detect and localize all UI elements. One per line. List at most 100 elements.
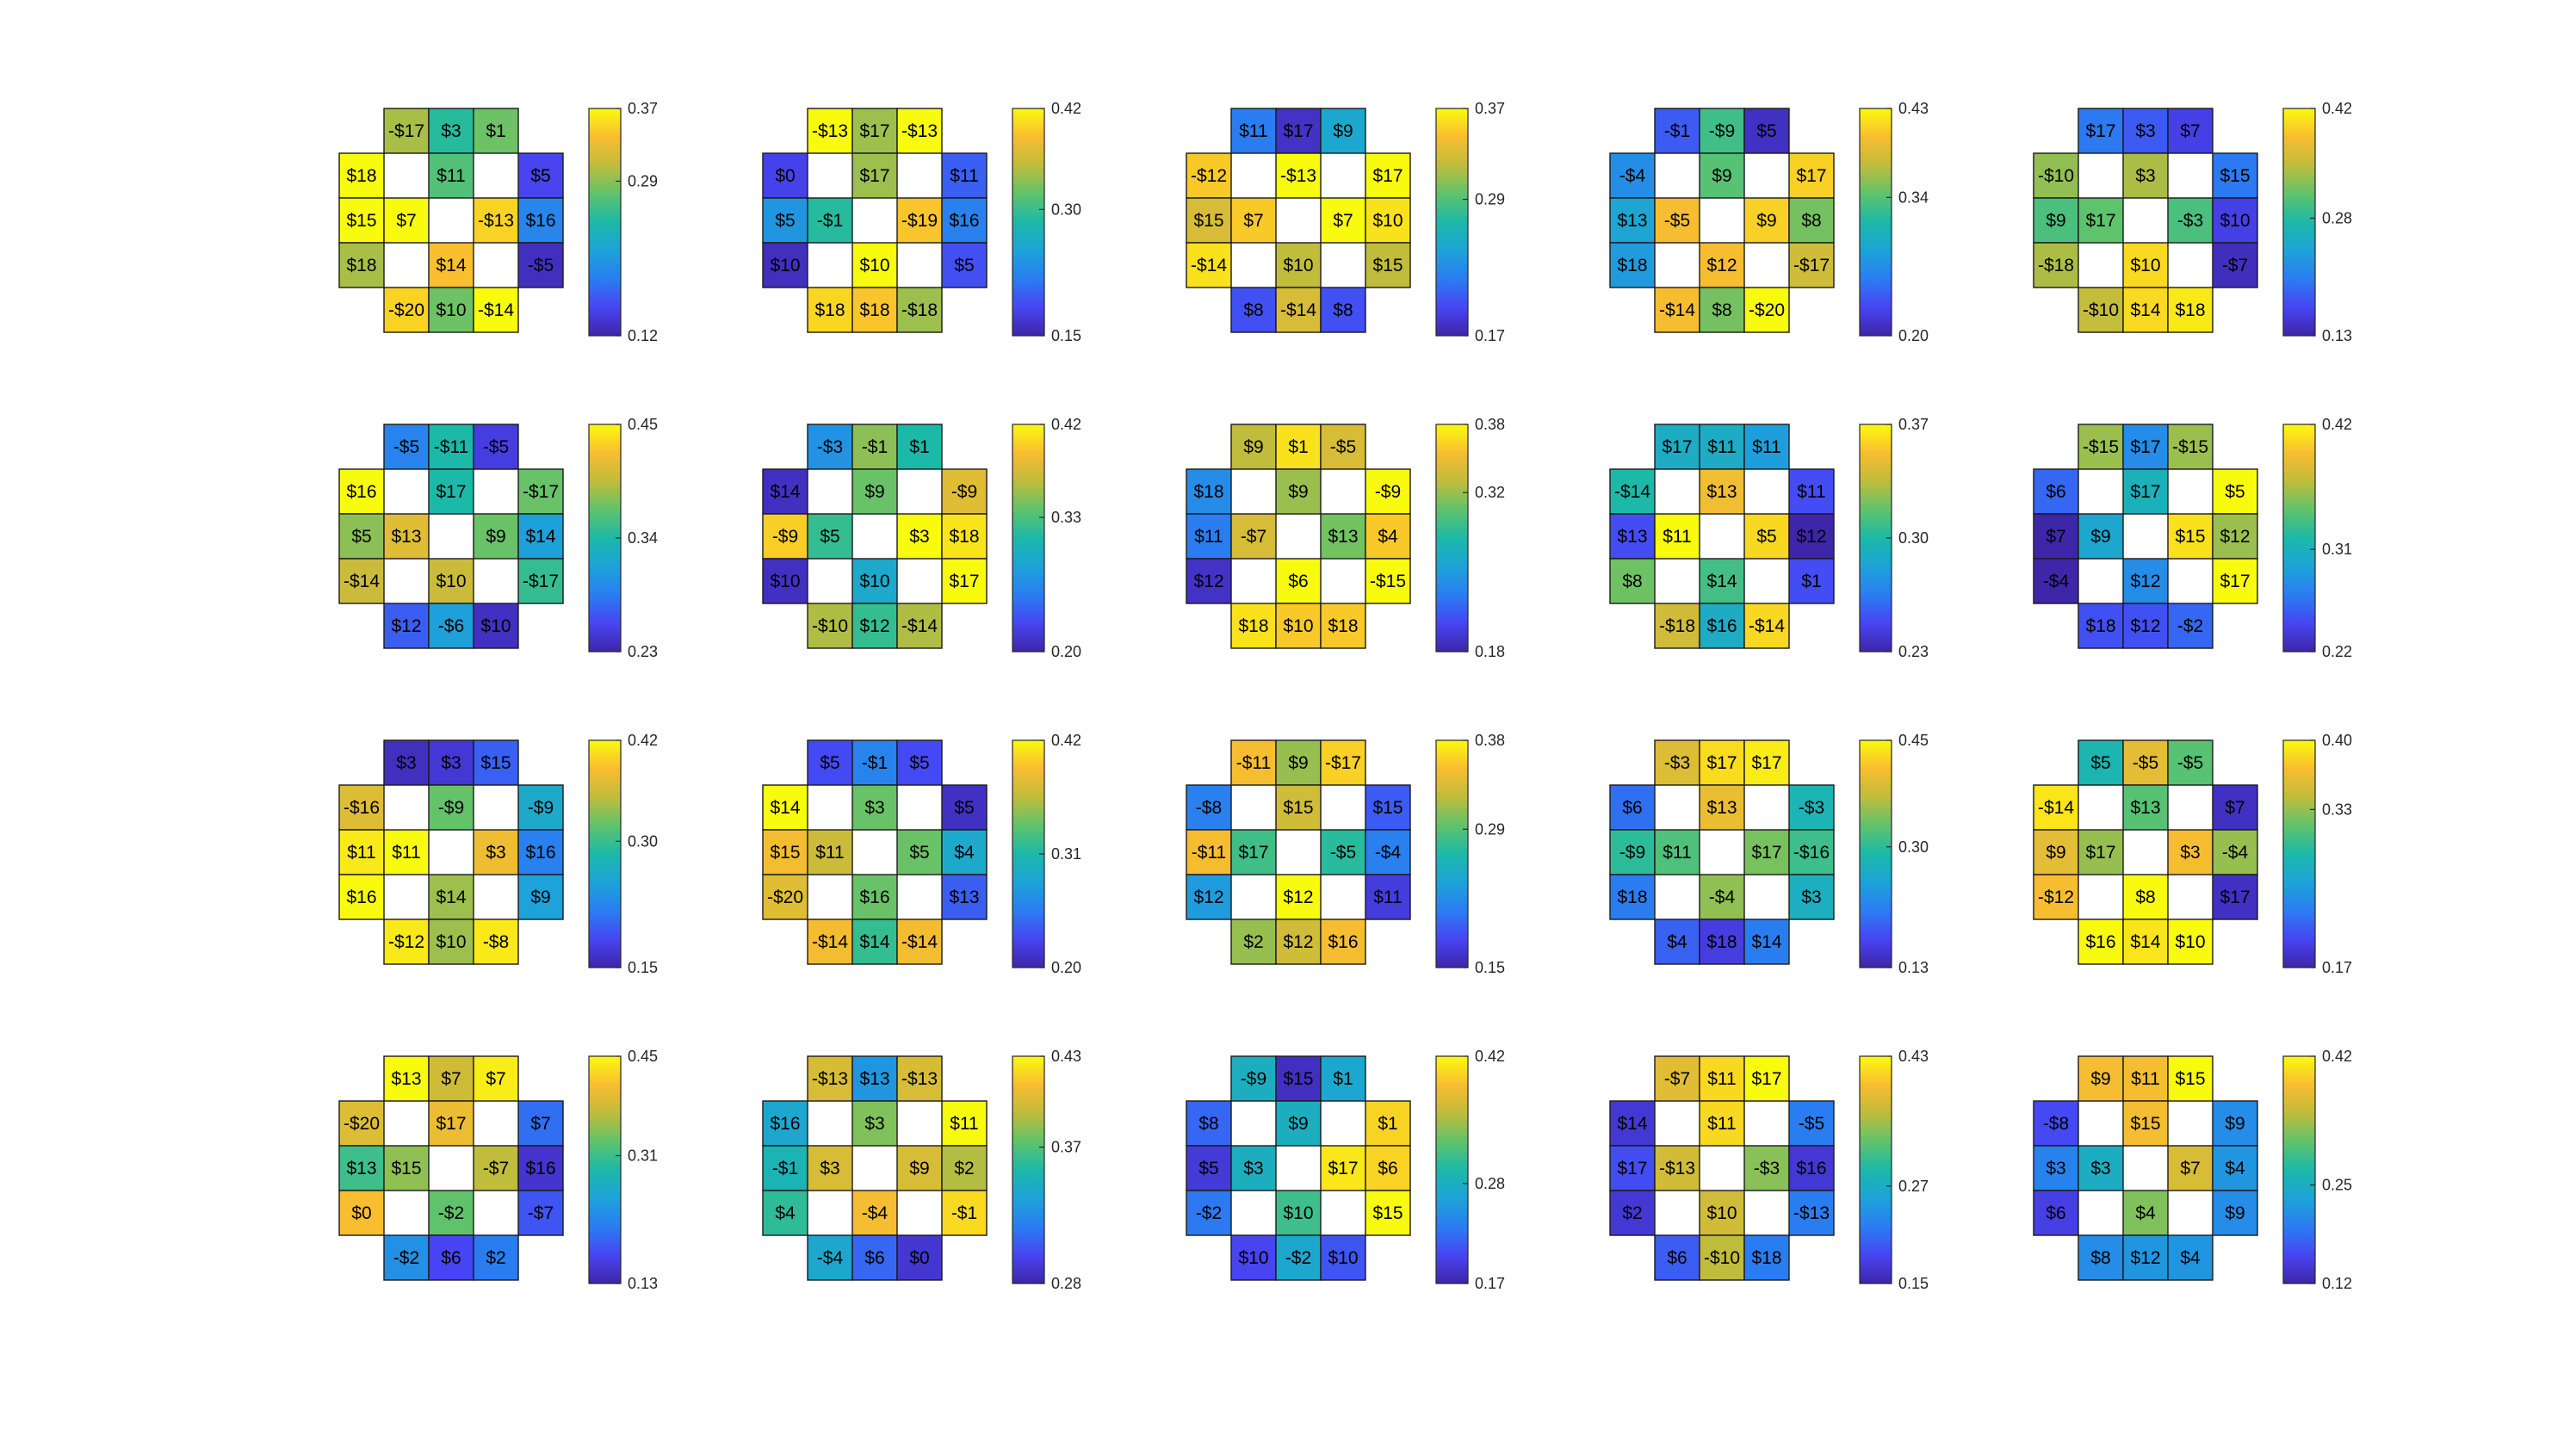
- heatmap-cell: [896, 108, 943, 154]
- cell-label: $1: [1288, 437, 1308, 457]
- cell-label: -$7: [528, 1203, 554, 1223]
- heatmap-cell: [2078, 108, 2124, 154]
- heatmap-cell: [2033, 1100, 2079, 1147]
- heatmap-cell: [1788, 784, 1835, 831]
- cell-label: $9: [530, 888, 550, 907]
- heatmap-cell: [762, 558, 808, 604]
- cell-label: -$5: [1799, 1114, 1824, 1134]
- heatmap-cell: [338, 468, 385, 515]
- colorbar: [2282, 424, 2316, 653]
- heatmap-cell: [851, 874, 898, 920]
- heatmap-cell: [1186, 1100, 1232, 1147]
- heatmap-cell: [383, 513, 430, 560]
- heatmap-cell: [2122, 108, 2169, 154]
- heatmap-cell: [851, 558, 898, 604]
- cell-label: $15: [2175, 1069, 2205, 1089]
- heatmap-panel-13: -$11 $9 -$17 -$8 $15 $15 -$11 $17 -$5 -$4 $12 $12 $1…: [1186, 732, 1505, 976]
- heatmap-panel-8: $9 $1 -$5 $18 $9 -$9 $11 -$7 $13 $4 $12 $6 -$15 $18 $1…: [1186, 416, 1505, 660]
- cell-label: -$2: [393, 1248, 419, 1268]
- heatmap-cell: [2078, 1145, 2124, 1191]
- cell-label: $3: [864, 798, 884, 818]
- heatmap-cell: [383, 287, 430, 333]
- cell-label: $18: [1328, 616, 1358, 636]
- heatmap-cell: [2212, 784, 2258, 831]
- cell-label: -$5: [528, 256, 554, 275]
- cell-label: -$7: [1664, 1069, 1690, 1089]
- heatmap-cell: [1365, 829, 1411, 875]
- heatmap-cell: [1275, 287, 1322, 333]
- heatmap-cell: [1788, 242, 1835, 288]
- cell-label: $15: [2220, 166, 2250, 186]
- colorbar-tick-label: 0.12: [2322, 1275, 2352, 1292]
- cell-label: $2: [1622, 1203, 1642, 1223]
- heatmap-cell: [851, 287, 898, 333]
- heatmap-cell: [1699, 1055, 1745, 1102]
- heatmap-cell: [1788, 152, 1835, 199]
- cell-label: $11: [950, 166, 978, 186]
- cell-label: $12: [2130, 616, 2160, 636]
- heatmap-cell: [2212, 829, 2258, 875]
- cell-label: -$4: [862, 1203, 889, 1223]
- cell-label: -$14: [1749, 616, 1785, 636]
- heatmap-cell: [762, 1100, 808, 1147]
- cell-label: $12: [1283, 932, 1313, 952]
- heatmap-cell: [851, 739, 898, 786]
- cell-label: $10: [2220, 211, 2250, 231]
- heatmap-cell: [1699, 558, 1745, 604]
- cell-label: $10: [1283, 616, 1313, 636]
- heatmap-cell: [517, 1145, 564, 1191]
- heatmap-panel-9: $17 $11 $11 -$14 $13 $11 $13 $11 $5 $12 $8 $14 $1 -$1…: [1609, 416, 1929, 660]
- cell-label: $5: [2090, 753, 2110, 773]
- heatmap-cell: [1788, 874, 1835, 920]
- cell-label: $12: [1193, 888, 1223, 907]
- heatmap-cell: [428, 242, 474, 288]
- heatmap-cell: [428, 558, 474, 604]
- heatmap-cell: [2167, 1234, 2214, 1281]
- cell-label: $12: [391, 616, 421, 636]
- cell-label: $3: [909, 527, 929, 547]
- cell-label: $3: [441, 753, 461, 773]
- heatmap-cell: [1788, 1145, 1835, 1191]
- heatmap-cell: [1699, 1190, 1745, 1236]
- cell-label: -$1: [817, 211, 843, 231]
- heatmap-cell: [1699, 108, 1745, 154]
- cell-label: $5: [909, 753, 929, 773]
- heatmap-cell: [473, 424, 519, 470]
- heatmap-cell: [762, 197, 808, 244]
- heatmap-cell: [1609, 558, 1656, 604]
- heatmap-cell: [1788, 197, 1835, 244]
- cell-label: $11: [1707, 1114, 1736, 1134]
- heatmap-cell: [517, 784, 564, 831]
- cell-label: $7: [2180, 121, 2200, 141]
- heatmap-cell: [517, 152, 564, 199]
- cell-label: -$7: [483, 1159, 509, 1178]
- heatmap-cell: [2078, 603, 2124, 649]
- cell-label: $9: [909, 1159, 929, 1178]
- heatmap-cell: [2212, 1145, 2258, 1191]
- cell-label: $3: [396, 753, 416, 773]
- cell-label: $3: [1243, 1159, 1263, 1178]
- heatmap-cell: [1699, 919, 1745, 965]
- heatmap-cell: [1699, 287, 1745, 333]
- heatmap-cell: [1609, 468, 1656, 515]
- colorbar-tick-label: 0.20: [1051, 643, 1081, 660]
- colorbar-tick-label: 0.29: [628, 172, 658, 189]
- cell-label: -$13: [478, 211, 514, 231]
- heatmap-cell: [1743, 108, 1790, 154]
- cell-label: $8: [2090, 1248, 2110, 1268]
- heatmap-cell: [473, 739, 519, 786]
- heatmap-panel-10: -$15 $17 -$15 $6 $17 $5 $7 $9 $15 $12 -$4 $12 $17 $18…: [2033, 416, 2352, 660]
- cell-label: -$4: [2043, 572, 2070, 591]
- heatmap-cell: [807, 603, 853, 649]
- cell-label: $5: [775, 211, 795, 231]
- cell-label: $5: [1756, 121, 1776, 141]
- colorbar-tick-label: 0.17: [1475, 1275, 1505, 1292]
- heatmap-cell: [1275, 242, 1322, 288]
- heatmap-cell: [517, 1190, 564, 1236]
- cell-label: -$4: [2222, 843, 2249, 863]
- heatmap-cell: [1275, 1190, 1322, 1236]
- cell-label: $9: [1243, 437, 1263, 457]
- heatmap-cell: [517, 1100, 564, 1147]
- heatmap-cell: [473, 108, 519, 154]
- cell-label: $12: [2130, 1248, 2160, 1268]
